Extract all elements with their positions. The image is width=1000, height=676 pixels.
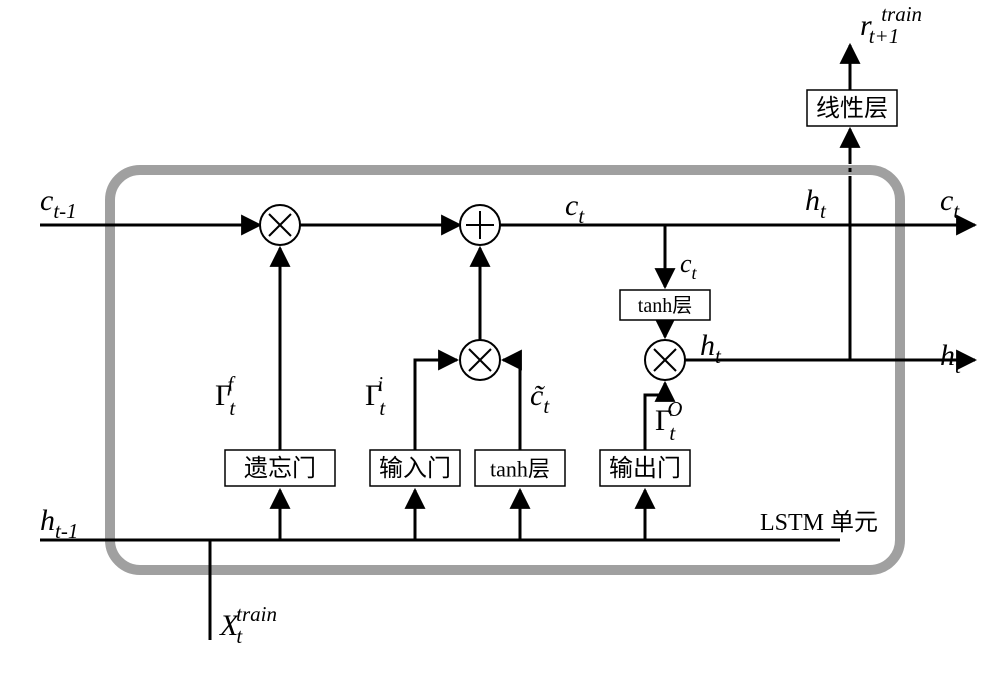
forget-gate: 遗忘门 xyxy=(225,450,335,486)
label-gamma-f: Γtf xyxy=(215,372,236,420)
label-x-in: Xttrain xyxy=(219,602,277,648)
lstm-unit-label: LSTM 单元 xyxy=(760,509,878,536)
svg-text:输入门: 输入门 xyxy=(379,455,451,482)
tanh-layer-1: tanh层 xyxy=(475,450,565,486)
linear-layer: 线性层 xyxy=(807,90,897,126)
label-ctilde: c̃t xyxy=(530,379,550,418)
op-mul-forget xyxy=(260,205,300,245)
tanh-layer-2: tanh层 xyxy=(620,290,710,320)
op-add xyxy=(460,205,500,245)
output-gate: 输出门 xyxy=(600,450,690,486)
tanh1-to-mul xyxy=(503,360,520,450)
input-to-mul xyxy=(415,360,457,450)
svg-text:输出门: 输出门 xyxy=(609,455,681,482)
svg-text:遗忘门: 遗忘门 xyxy=(244,455,316,482)
op-mul-input xyxy=(460,340,500,380)
label-gamma-i: Γti xyxy=(365,372,386,420)
label-c-in: ct-1 xyxy=(40,184,77,223)
label-h-mid: ht xyxy=(700,329,722,368)
svg-text:tanh层: tanh层 xyxy=(490,457,550,482)
label-h-out: ht xyxy=(940,339,962,378)
label-gamma-o: ΓtO xyxy=(655,397,682,445)
label-h-in: ht-1 xyxy=(40,504,78,543)
svg-text:线性层: 线性层 xyxy=(816,95,888,122)
label-c-mid: ct xyxy=(565,189,585,228)
label-c-down: ct xyxy=(680,249,698,283)
label-r-out: rt+1train xyxy=(860,2,922,48)
op-mul-output xyxy=(645,340,685,380)
label-c-out: ct xyxy=(940,184,960,223)
svg-text:tanh层: tanh层 xyxy=(638,295,692,317)
input-gate: 输入门 xyxy=(370,450,460,486)
label-h-up: ht xyxy=(805,184,827,223)
